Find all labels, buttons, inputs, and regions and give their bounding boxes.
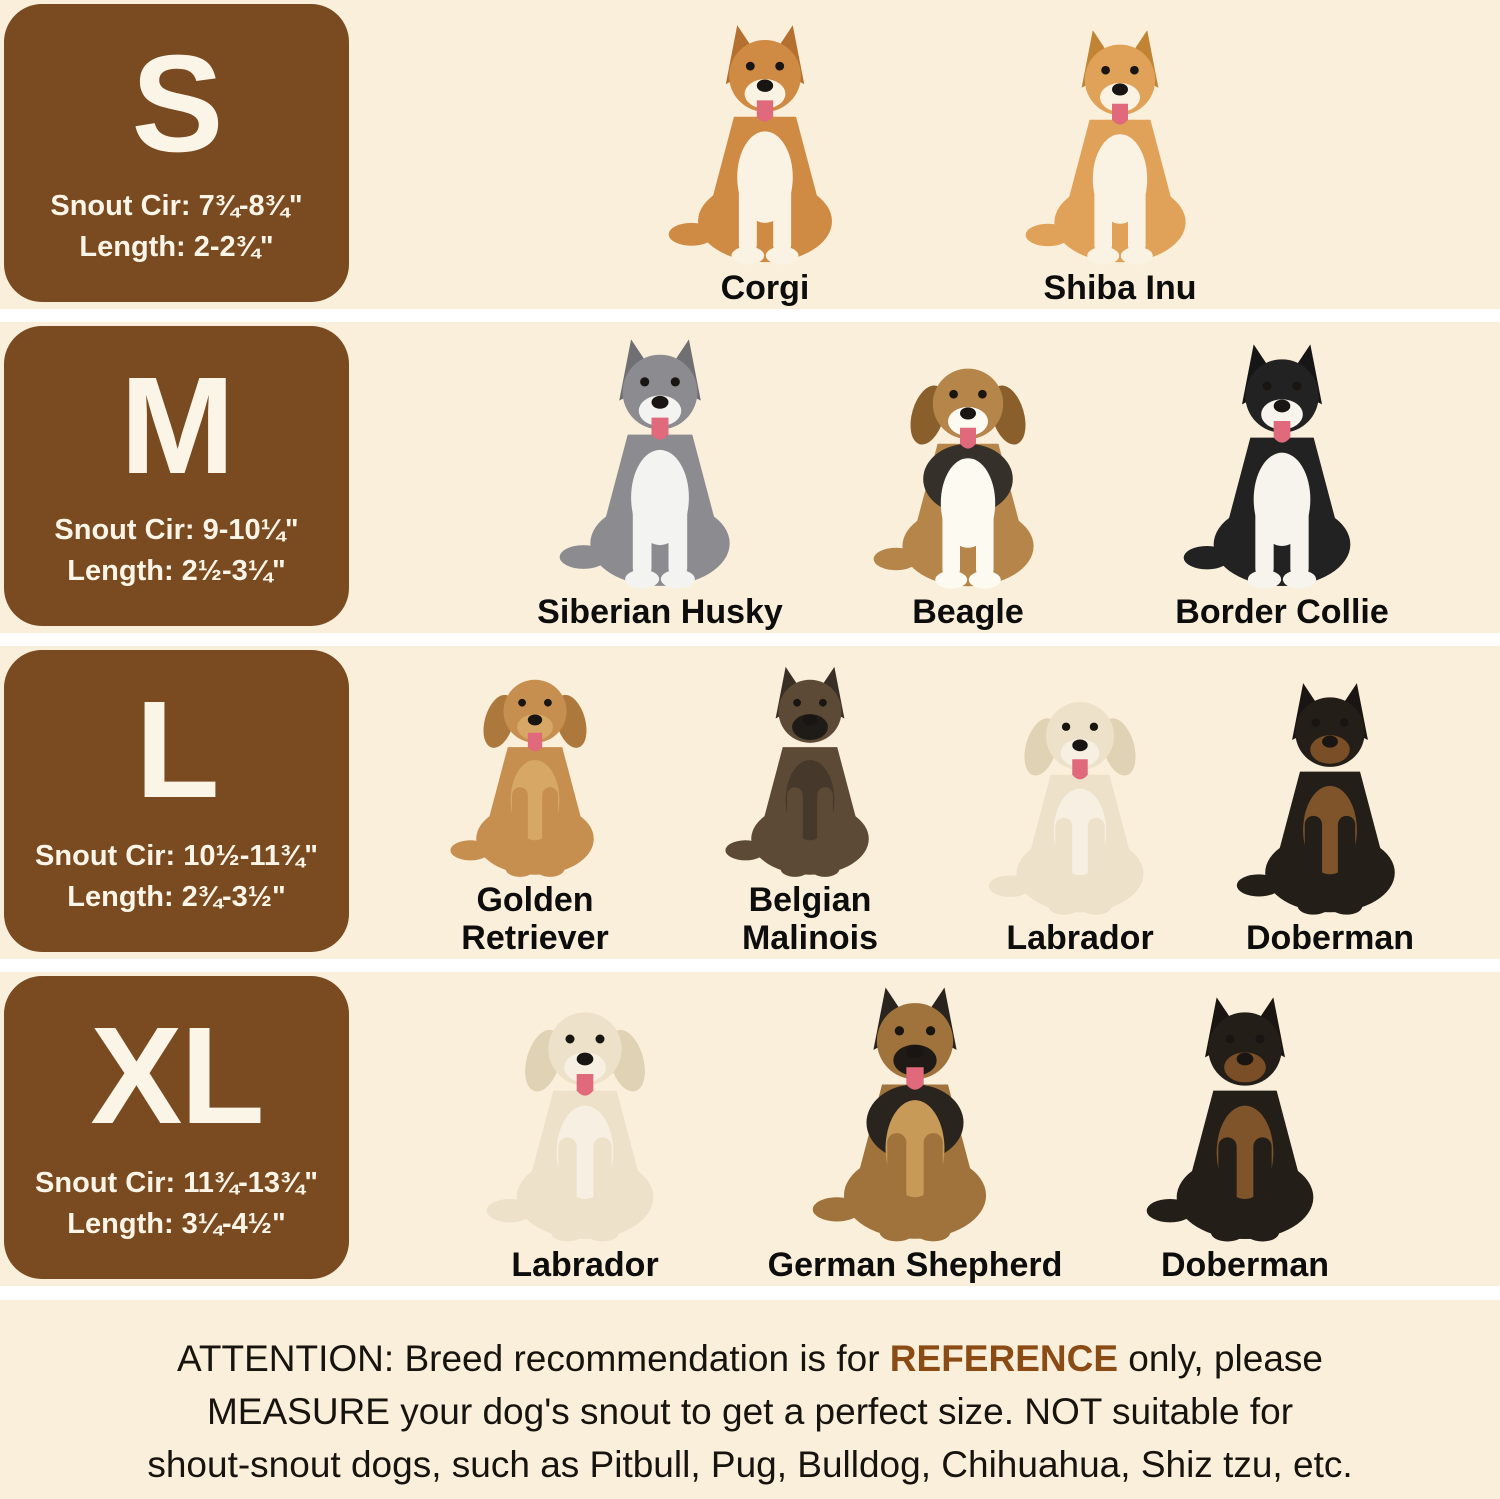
snout-circumference-s: Snout Cir: 7¾-8¾" — [50, 190, 303, 222]
dog-image-siberian-husky — [559, 339, 730, 589]
size-letter-xl: XL — [90, 999, 264, 1153]
dog-breed-label: Shiba Inu — [1043, 269, 1197, 307]
size-panel-s: S Snout Cir: 7¾-8¾" Length: 2-2¾" — [4, 4, 349, 302]
attention-text: ATTENTION: Breed recommendation is for — [176, 1338, 890, 1379]
dog-image-golden-retriever — [450, 679, 594, 877]
size-panel-m: M Snout Cir: 9-10¼" Length: 2½-3¼" — [4, 326, 349, 626]
dog-breed-label: Doberman — [1160, 1246, 1330, 1284]
size-specs-s: Snout Cir: 7¾-8¾" Length: 2-2¾" — [4, 186, 349, 268]
dog-image-border-collie — [1183, 344, 1351, 589]
size-row-s: S Snout Cir: 7¾-8¾" Length: 2-2¾" Corgi — [0, 0, 1500, 309]
dog-image-shiba-inu — [1025, 30, 1186, 265]
snout-circumference-l: Snout Cir: 10½-11¾" — [35, 840, 318, 872]
length-s: Length: 2-2¾" — [79, 231, 274, 263]
dog-image-corgi — [668, 25, 832, 265]
dog-breed-label: Beagle — [912, 593, 1024, 631]
attention-band: ATTENTION: Breed recommendation is for R… — [0, 1300, 1500, 1499]
length-m: Length: 2½-3¼" — [67, 555, 286, 587]
size-row-l: L Snout Cir: 10½-11¾" Length: 2¾-3½" Gol… — [0, 646, 1500, 959]
size-letter-m: M — [120, 349, 235, 503]
size-specs-xl: Snout Cir: 11¾-13¾" Length: 3¼-4½" — [4, 1163, 349, 1245]
size-letter-s: S — [131, 27, 223, 181]
attention-text: MEASURE your dog's snout to get a perfec… — [206, 1391, 1294, 1432]
dog-breed-label: Golden Retriever — [461, 881, 609, 957]
size-specs-m: Snout Cir: 9-10¼" Length: 2½-3¼" — [4, 510, 349, 592]
length-xl: Length: 3¼-4½" — [67, 1208, 286, 1240]
size-letter-l: L — [135, 673, 219, 827]
dog-breed-label: Labrador — [1006, 919, 1154, 957]
dog-breed-label: German Shepherd — [767, 1246, 1063, 1284]
length-l: Length: 2¾-3½" — [67, 881, 286, 913]
dog-breed-label: Doberman — [1245, 919, 1415, 957]
dog-breed-label: Corgi — [720, 269, 810, 307]
dog-breed-label: Labrador — [511, 1246, 659, 1284]
dog-image-labrador — [988, 702, 1144, 915]
dog-breed-label: Border Collie — [1175, 593, 1389, 631]
snout-circumference-m: Snout Cir: 9-10¼" — [54, 514, 299, 546]
attention-text: shout-snout dogs, such as Pitbull, Pug, … — [147, 1444, 1353, 1485]
dog-image-belgian-malinois — [725, 666, 869, 877]
size-specs-l: Snout Cir: 10½-11¾" Length: 2¾-3½" — [4, 836, 349, 918]
size-row-xl: XL Snout Cir: 11¾-13¾" Length: 3¼-4½" La… — [0, 972, 1500, 1286]
size-row-m: M Snout Cir: 9-10¼" Length: 2½-3¼" Siber… — [0, 322, 1500, 633]
dog-image-doberman — [1146, 997, 1314, 1242]
reference-highlight: REFERENCE — [889, 1338, 1118, 1379]
dog-breed-label: Siberian Husky — [537, 593, 783, 631]
dog-image-german-shepherd — [812, 987, 987, 1242]
dog-breed-label: Belgian Malinois — [741, 881, 879, 957]
attention-notice: ATTENTION: Breed recommendation is for R… — [147, 1332, 1352, 1491]
dog-image-beagle — [873, 368, 1034, 589]
size-panel-xl: XL Snout Cir: 11¾-13¾" Length: 3¼-4½" — [4, 976, 349, 1279]
snout-circumference-xl: Snout Cir: 11¾-13¾" — [35, 1167, 318, 1199]
dog-image-labrador — [486, 1012, 654, 1242]
size-panel-l: L Snout Cir: 10½-11¾" Length: 2¾-3½" — [4, 650, 349, 952]
attention-text: only, please — [1118, 1338, 1323, 1379]
dog-image-doberman — [1236, 683, 1395, 915]
